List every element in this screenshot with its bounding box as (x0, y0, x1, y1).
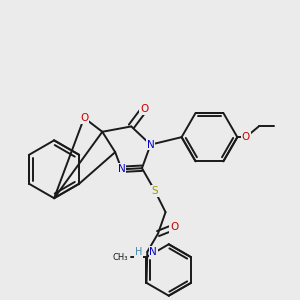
Text: CH₃: CH₃ (113, 253, 128, 262)
Text: O: O (80, 113, 88, 123)
Text: N: N (118, 164, 125, 174)
Text: O: O (242, 132, 250, 142)
Text: O: O (170, 222, 178, 232)
Text: N: N (149, 247, 157, 257)
Text: N: N (147, 140, 154, 150)
Text: O: O (140, 104, 148, 114)
Text: H: H (135, 247, 142, 257)
Text: S: S (152, 186, 158, 196)
